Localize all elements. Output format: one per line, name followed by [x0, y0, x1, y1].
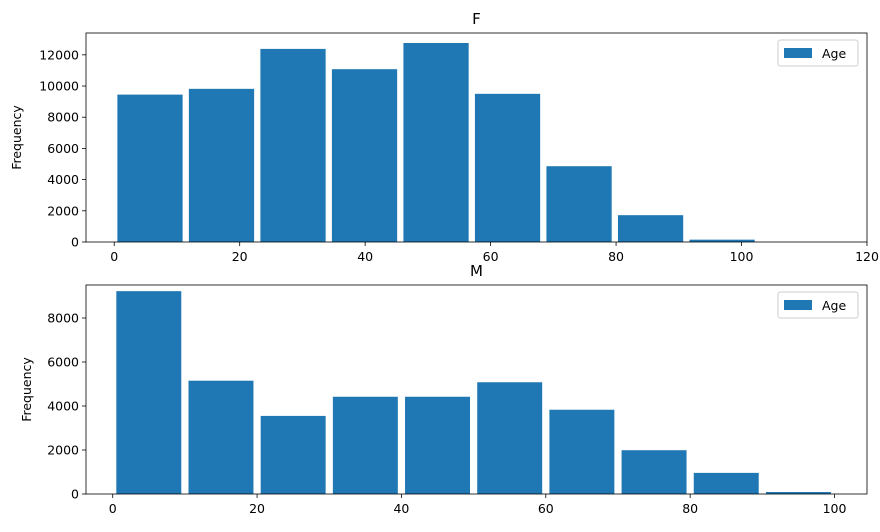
legend: Age — [777, 39, 859, 67]
y-axis-label: Frequency — [19, 357, 34, 422]
histogram-bar — [332, 396, 398, 494]
histogram-bar — [474, 93, 541, 242]
axes-frame — [85, 32, 868, 243]
histogram-bar — [689, 239, 755, 242]
histogram-bar — [188, 380, 254, 494]
histogram-bar — [549, 409, 615, 494]
y-tick-label: 4000 — [47, 172, 79, 187]
axes-frame — [85, 284, 868, 495]
histogram-bar — [693, 472, 759, 494]
x-tick-label: 100 — [730, 249, 754, 264]
x-tick-label: 80 — [608, 249, 624, 264]
x-tick-label: 0 — [110, 249, 118, 264]
y-tick-label: 6000 — [47, 355, 79, 370]
x-tick-label: 60 — [483, 249, 499, 264]
histogram-bar — [331, 69, 398, 242]
histogram-bar — [405, 396, 470, 494]
y-tick-label: 8000 — [47, 110, 79, 125]
x-tick-label: 100 — [823, 501, 847, 516]
chart-panel-f: 0 20 40 60 80 100 120 0 2000 4000 6000 8000 10000 120… — [9, 10, 879, 264]
x-tick-label: 120 — [855, 249, 879, 264]
legend-label: Age — [822, 46, 846, 61]
chart-panel-m: 0 20 40 60 80 100 0 2000 4000 6000 8000 Frequency M A… — [19, 262, 868, 516]
x-tick-label: 20 — [232, 249, 248, 264]
y-tick-label: 0 — [71, 487, 79, 502]
chart-title: F — [472, 10, 481, 28]
y-tick-label: 4000 — [47, 399, 79, 414]
histogram-bar — [260, 48, 326, 242]
y-tick-label: 6000 — [47, 141, 79, 156]
legend: Age — [777, 291, 859, 319]
x-tick-label: 20 — [249, 501, 265, 516]
y-tick-label: 12000 — [39, 47, 79, 62]
histogram-bar — [117, 94, 183, 242]
y-tick-label: 0 — [71, 235, 79, 250]
y-tick-label: 2000 — [47, 203, 79, 218]
x-tick-label: 60 — [538, 501, 554, 516]
y-axis-label: Frequency — [9, 105, 24, 170]
histogram-bar — [116, 291, 182, 494]
legend-label: Age — [822, 298, 846, 313]
legend-swatch — [784, 48, 812, 58]
y-tick-label: 2000 — [47, 443, 79, 458]
histogram-bar — [546, 166, 612, 242]
legend-box — [777, 39, 859, 67]
histogram-bar — [617, 215, 684, 242]
histogram-bar — [403, 42, 469, 243]
legend-box — [777, 291, 859, 319]
y-tick-label: 8000 — [47, 311, 79, 326]
x-tick-label: 40 — [357, 249, 373, 264]
chart-title: M — [470, 262, 483, 280]
histogram-bar — [260, 415, 326, 494]
x-tick-label: 40 — [393, 501, 409, 516]
histogram-bar — [188, 88, 255, 242]
x-tick-label: 80 — [682, 501, 698, 516]
legend-swatch — [784, 300, 812, 310]
histogram-bar — [477, 382, 543, 494]
histogram-bar — [621, 450, 687, 494]
y-tick-label: 10000 — [39, 79, 79, 94]
x-tick-label: 0 — [109, 501, 117, 516]
histogram-bar — [765, 492, 831, 494]
